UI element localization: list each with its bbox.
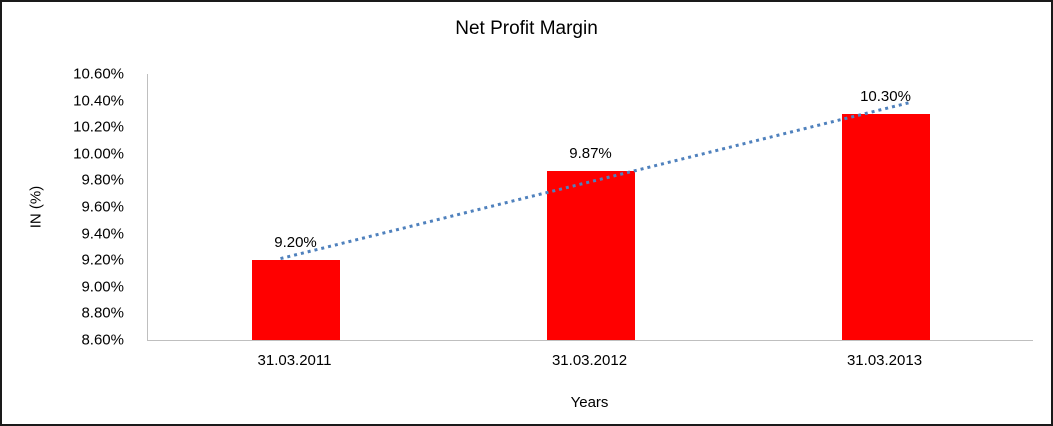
y-tick-label: 9.40% bbox=[81, 225, 124, 243]
x-tick-label: 31.03.2013 bbox=[846, 352, 923, 369]
x-tick-label: 31.03.2012 bbox=[551, 352, 628, 369]
y-tick-label: 9.60% bbox=[81, 198, 124, 216]
y-axis-tick-labels: 10.60% 10.40% 10.20% 10.00% 9.80% 9.60% 9.40% 9… bbox=[2, 66, 134, 349]
y-tick-label: 8.80% bbox=[81, 304, 124, 322]
bar-value-label: 9.87% bbox=[569, 145, 612, 163]
y-tick-label: 9.80% bbox=[81, 171, 124, 189]
y-tick-label: 10.20% bbox=[73, 118, 124, 136]
chart-title: Net Profit Margin bbox=[455, 18, 598, 39]
x-axis-tick-labels: 31.03.2011 31.03.2012 31.03.2013 bbox=[147, 352, 1032, 374]
trendline bbox=[280, 100, 911, 261]
y-tick-label: 9.00% bbox=[81, 278, 124, 296]
x-axis-title: Years bbox=[570, 394, 609, 411]
y-tick-label: 10.00% bbox=[73, 145, 124, 163]
bar bbox=[546, 171, 635, 340]
bar bbox=[251, 260, 340, 340]
bar-value-label: 9.20% bbox=[274, 234, 317, 252]
y-tick-label: 10.60% bbox=[73, 65, 124, 83]
y-tick-label: 10.40% bbox=[73, 92, 124, 110]
bar-value-label: 10.30% bbox=[860, 87, 911, 105]
bar bbox=[841, 113, 930, 340]
plot-area: 9.20% 9.87% 10.30% bbox=[147, 74, 1033, 341]
x-tick-label: 31.03.2011 bbox=[257, 352, 332, 369]
y-tick-label: 8.60% bbox=[81, 331, 124, 349]
y-tick-label: 9.20% bbox=[81, 251, 124, 269]
